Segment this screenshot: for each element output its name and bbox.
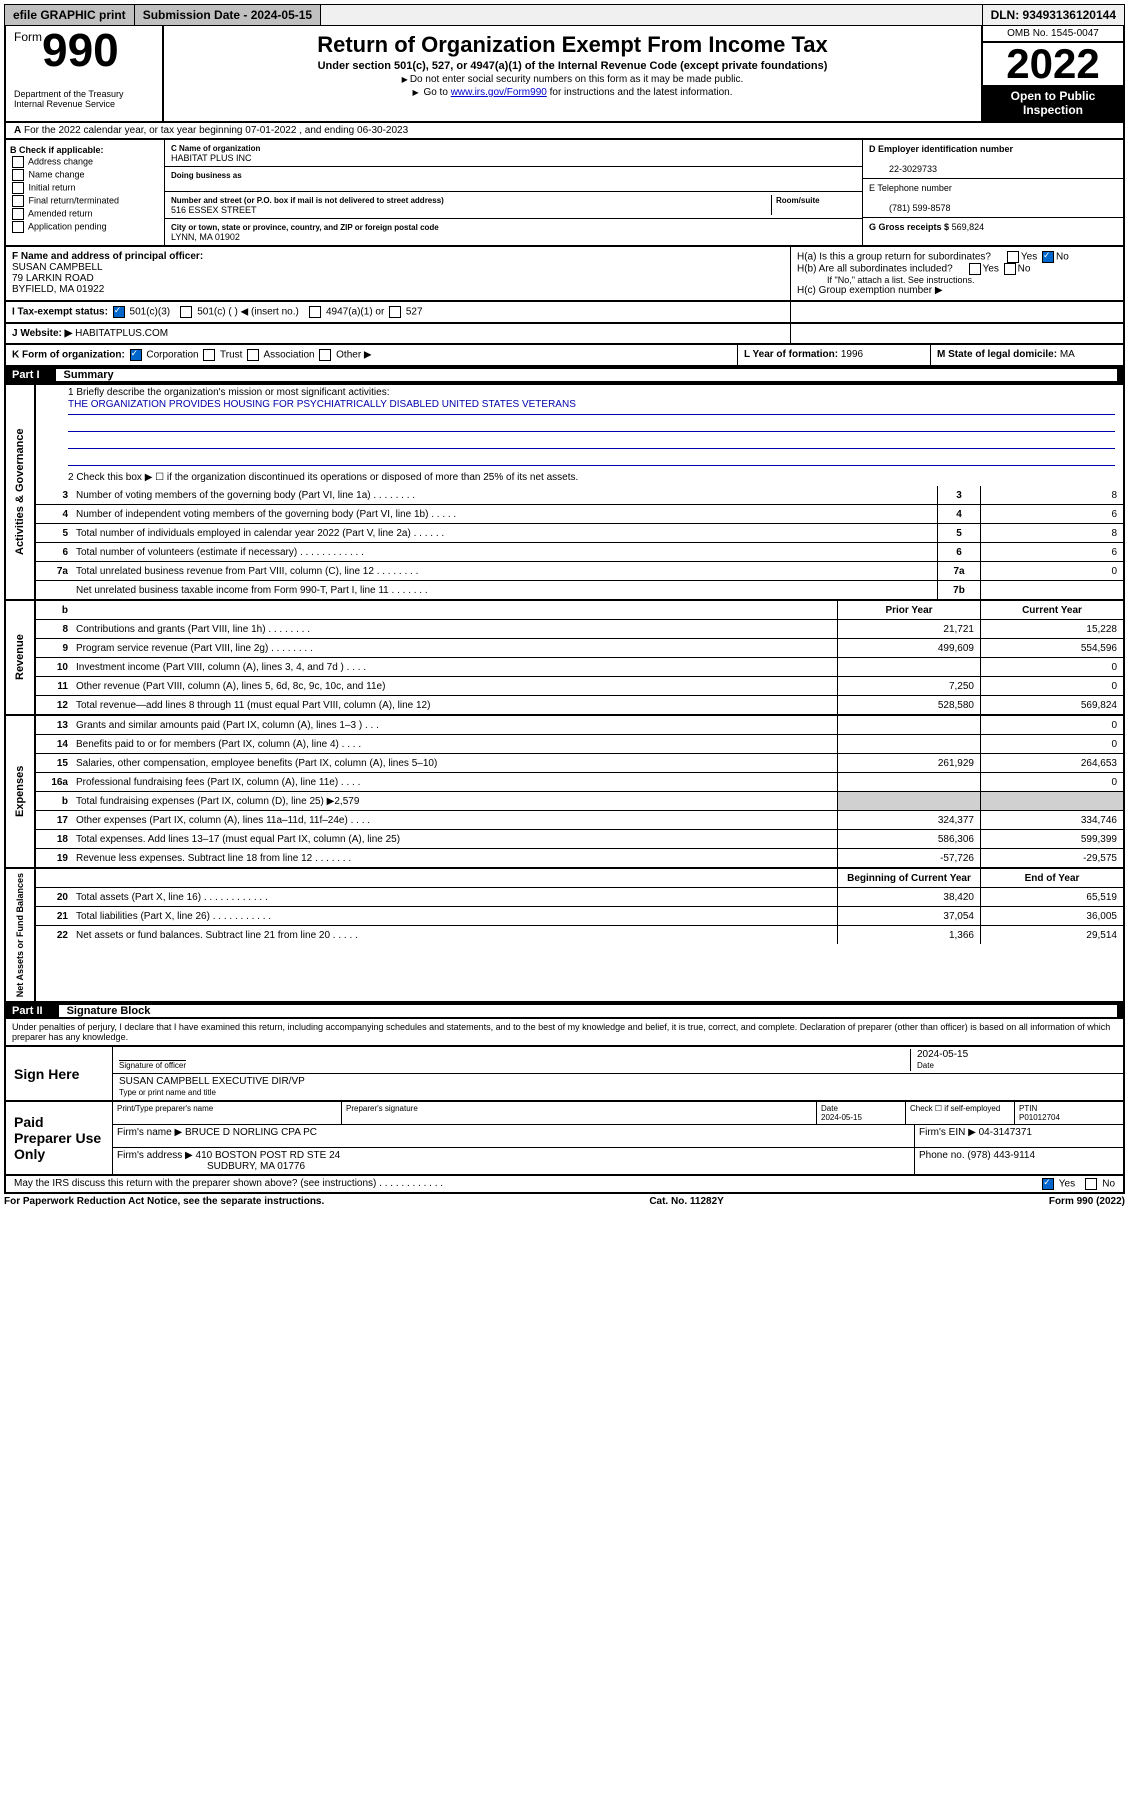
form-prefix: Form	[14, 30, 42, 44]
part1-header: Part I Summary	[4, 367, 1125, 383]
ssn-note: Do not enter social security numbers on …	[172, 74, 973, 85]
table-row: 6Total number of volunteers (estimate if…	[36, 543, 1123, 562]
table-row: 22Net assets or fund balances. Subtract …	[36, 926, 1123, 944]
officer-name: SUSAN CAMPBELL EXECUTIVE DIR/VP	[119, 1076, 305, 1087]
table-row: bTotal fundraising expenses (Part IX, co…	[36, 792, 1123, 811]
tab-governance: Activities & Governance	[6, 385, 36, 599]
table-row: 12Total revenue—add lines 8 through 11 (…	[36, 696, 1123, 714]
box-c: C Name of organization HABITAT PLUS INC …	[165, 140, 862, 245]
footer: For Paperwork Reduction Act Notice, see …	[4, 1194, 1125, 1209]
tab-netassets: Net Assets or Fund Balances	[6, 869, 36, 1001]
website: HABITATPLUS.COM	[75, 328, 168, 339]
table-row: 20Total assets (Part X, line 16) . . . .…	[36, 888, 1123, 907]
org-name: HABITAT PLUS INC	[171, 153, 252, 163]
sign-section: Sign Here Signature of officer 2024-05-1…	[4, 1047, 1125, 1102]
phone: (781) 599-8578	[869, 203, 951, 213]
table-row: 3Number of voting members of the governi…	[36, 486, 1123, 505]
table-row: 9Program service revenue (Part VIII, lin…	[36, 639, 1123, 658]
title-block: Return of Organization Exempt From Incom…	[164, 26, 983, 121]
row-klm: K Form of organization: Corporation Trus…	[4, 345, 1125, 367]
table-row: 11Other revenue (Part VIII, column (A), …	[36, 677, 1123, 696]
form-title: Return of Organization Exempt From Incom…	[172, 32, 973, 58]
ein: 22-3029733	[869, 164, 937, 174]
irs-link[interactable]: www.irs.gov/Form990	[451, 87, 547, 98]
form-number-block: Form990 Department of the Treasury Inter…	[6, 26, 164, 121]
revenue-table: Revenue b Prior Year Current Year 8Contr…	[4, 601, 1125, 716]
link-note: Go to www.irs.gov/Form990 for instructio…	[172, 87, 973, 98]
pending-check[interactable]	[12, 221, 24, 233]
mission-block: 1 Briefly describe the organization's mi…	[36, 385, 1123, 468]
table-row: 10Investment income (Part VIII, column (…	[36, 658, 1123, 677]
form-subtitle: Under section 501(c), 527, or 4947(a)(1)…	[172, 60, 973, 72]
firm-name: BRUCE D NORLING CPA PC	[185, 1127, 317, 1138]
form-header: Form990 Department of the Treasury Inter…	[4, 26, 1125, 123]
final-return-check[interactable]	[12, 195, 24, 207]
table-row: 4Number of independent voting members of…	[36, 505, 1123, 524]
table-row: 21Total liabilities (Part X, line 26) . …	[36, 907, 1123, 926]
mission-text: THE ORGANIZATION PROVIDES HOUSING FOR PS…	[68, 398, 1115, 415]
dept-treasury: Department of the Treasury Internal Reve…	[14, 89, 154, 109]
addr-change-check[interactable]	[12, 156, 24, 168]
box-h: H(a) Is this a group return for subordin…	[791, 247, 1123, 300]
table-row: 5Total number of individuals employed in…	[36, 524, 1123, 543]
firm-phone: (978) 443-9114	[967, 1150, 1035, 1161]
box-f: F Name and address of principal officer:…	[6, 247, 791, 300]
row-f-h: F Name and address of principal officer:…	[4, 247, 1125, 302]
spacer	[321, 12, 981, 18]
preparer-section: Paid Preparer Use Only Print/Type prepar…	[4, 1102, 1125, 1176]
form-number: 990	[42, 24, 119, 76]
box-deg: D Employer identification number 22-3029…	[862, 140, 1123, 245]
discuss-no[interactable]	[1085, 1178, 1097, 1190]
initial-return-check[interactable]	[12, 182, 24, 194]
discuss-yes[interactable]	[1042, 1178, 1054, 1190]
dln: DLN: 93493136120144	[982, 5, 1124, 25]
summary-table: Activities & Governance 1 Briefly descri…	[4, 383, 1125, 601]
gross-receipts: 569,824	[952, 222, 985, 232]
open-public: Open to Public Inspection	[983, 85, 1123, 121]
table-row: 18Total expenses. Add lines 13–17 (must …	[36, 830, 1123, 849]
tax-year: 2022	[983, 43, 1123, 85]
table-row: 19Revenue less expenses. Subtract line 1…	[36, 849, 1123, 867]
name-change-check[interactable]	[12, 169, 24, 181]
year-block: OMB No. 1545-0047 2022 Open to Public In…	[983, 26, 1123, 121]
netassets-table: Net Assets or Fund Balances Beginning of…	[4, 869, 1125, 1003]
top-bar: efile GRAPHIC print Submission Date - 20…	[4, 4, 1125, 26]
row-j: J Website: ▶ HABITATPLUS.COM	[4, 324, 1125, 345]
box-b: B Check if applicable: Address change Na…	[6, 140, 165, 245]
info-grid: B Check if applicable: Address change Na…	[4, 140, 1125, 247]
tab-revenue: Revenue	[6, 601, 36, 714]
efile-button[interactable]: efile GRAPHIC print	[5, 5, 135, 25]
org-address: 516 ESSEX STREET	[171, 205, 257, 215]
penalties-text: Under penalties of perjury, I declare th…	[4, 1019, 1125, 1047]
table-row: 14Benefits paid to or for members (Part …	[36, 735, 1123, 754]
line-a: A For the 2022 calendar year, or tax yea…	[4, 123, 1125, 140]
submission-date: Submission Date - 2024-05-15	[135, 5, 321, 25]
ptin: P01012704	[1019, 1113, 1060, 1122]
table-row: 16aProfessional fundraising fees (Part I…	[36, 773, 1123, 792]
firm-ein: 04-3147371	[979, 1127, 1032, 1138]
org-city: LYNN, MA 01902	[171, 232, 240, 242]
table-row: 17Other expenses (Part IX, column (A), l…	[36, 811, 1123, 830]
discuss-row: May the IRS discuss this return with the…	[4, 1176, 1125, 1194]
row-i: I Tax-exempt status: 501(c)(3) 501(c) ( …	[4, 302, 1125, 324]
part2-header: Part II Signature Block	[4, 1003, 1125, 1019]
table-row: 13Grants and similar amounts paid (Part …	[36, 716, 1123, 735]
amended-check[interactable]	[12, 208, 24, 220]
table-row: 8Contributions and grants (Part VIII, li…	[36, 620, 1123, 639]
tab-expenses: Expenses	[6, 716, 36, 867]
table-row: 15Salaries, other compensation, employee…	[36, 754, 1123, 773]
expenses-table: Expenses 13Grants and similar amounts pa…	[4, 716, 1125, 869]
table-row: Net unrelated business taxable income fr…	[36, 581, 1123, 599]
table-row: 7aTotal unrelated business revenue from …	[36, 562, 1123, 581]
